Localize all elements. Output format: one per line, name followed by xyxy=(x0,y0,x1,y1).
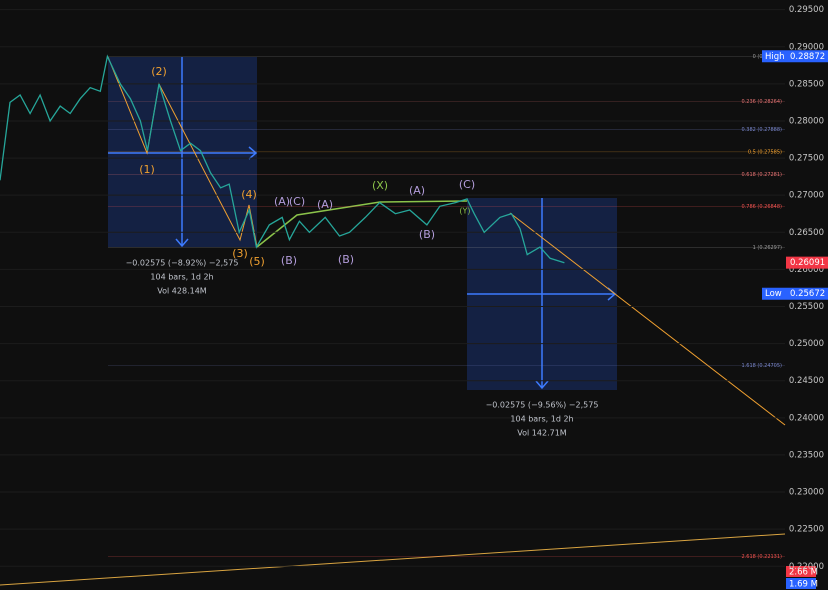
wave-label: (A) xyxy=(274,195,290,208)
grid xyxy=(0,9,785,567)
wave-label: (B) xyxy=(419,228,435,241)
wave-label: (B) xyxy=(281,254,297,267)
wave-label: (X) xyxy=(372,179,388,192)
y-tick-label: 0.29500 xyxy=(789,5,824,15)
y-tick-label: 0.27500 xyxy=(789,154,824,164)
y-tick-label: 0.24000 xyxy=(789,413,824,423)
price-badge xyxy=(762,50,828,63)
volume-badge-text: 1.69 M xyxy=(789,580,818,590)
volume-badge xyxy=(786,566,816,577)
wave-label: (4) xyxy=(241,188,257,201)
fib-label: 1.618 (0.24705) xyxy=(742,363,783,369)
y-tick-label: 0.26500 xyxy=(789,228,824,238)
measure-text: −0.02575 (−8.92%) −2,575 104 bars, 1d 2h… xyxy=(126,259,599,438)
volume-badge-text: 2.66 M xyxy=(789,568,818,578)
y-tick-label: 0.28500 xyxy=(789,79,824,89)
price-badge-label: Low xyxy=(765,289,782,299)
wave-label: (3) xyxy=(232,247,248,260)
price-badge-value: 0.28872 xyxy=(790,52,825,62)
wave-label: (C) xyxy=(459,178,475,191)
y-tick-label: 0.26000 xyxy=(789,265,824,275)
fib-label: 0.5 (0.27585) xyxy=(748,149,782,155)
fib-label: 2.618 (0.22131) xyxy=(742,554,783,560)
price-badge xyxy=(786,256,828,269)
y-tick-label: 0.22500 xyxy=(789,525,824,535)
price-badge-label: High xyxy=(765,52,785,62)
volume-badge xyxy=(786,578,816,589)
plot xyxy=(0,54,565,264)
price-badge-value: 0.25672 xyxy=(790,289,825,299)
wave-label: (C) xyxy=(289,195,305,208)
y-tick-label: 0.27000 xyxy=(789,191,824,201)
price-badge xyxy=(762,287,828,300)
wave-line xyxy=(256,200,468,248)
wave-label: (A) xyxy=(409,184,425,197)
shapes xyxy=(0,56,786,586)
wave-label: (Y) xyxy=(459,207,470,216)
price-badge-value: 0.26091 xyxy=(790,258,825,268)
trend-line xyxy=(0,533,786,586)
fib-label: 0.618 (0.27281) xyxy=(742,172,783,178)
y-tick-label: 0.29000 xyxy=(789,42,824,52)
y-tick-label: 0.22000 xyxy=(789,562,824,572)
fib-label: 0.786 (0.26848) xyxy=(742,204,783,210)
measure-text: Vol 428.14M xyxy=(157,287,207,296)
wave-label: (B) xyxy=(338,253,354,266)
y-tick-label: 0.24500 xyxy=(789,376,824,386)
fib-label: 0.236 (0.28264) xyxy=(742,99,783,105)
price-line xyxy=(0,54,565,264)
wave-label: (1) xyxy=(139,163,155,176)
wave-label: (5) xyxy=(249,255,265,268)
wave-label: (2) xyxy=(151,65,167,78)
fib-label: 1 (0.26297) xyxy=(753,245,782,251)
wave-labels: (2) (1) (4) (3) (5) (A) (C) (A) (B) (B) … xyxy=(139,65,475,268)
wave-label: (A) xyxy=(317,198,333,211)
measure-text: −0.02575 (−8.92%) −2,575 xyxy=(126,259,239,268)
y-tick-label: 0.23500 xyxy=(789,450,824,460)
fib-label: 0.382 (0.27888) xyxy=(742,127,783,133)
trend-line xyxy=(509,212,786,426)
measure-text: 104 bars, 1d 2h xyxy=(150,273,213,282)
y-tick-label: 0.25500 xyxy=(789,302,824,312)
y-tick-label: 0.28000 xyxy=(789,116,824,126)
y-tick-label: 0.25000 xyxy=(789,339,824,349)
measure-text: −0.02575 (−9.56%) −2,575 xyxy=(486,401,599,410)
arrow-head xyxy=(175,146,258,248)
measure-text: 104 bars, 1d 2h xyxy=(510,415,573,424)
measure-text: Vol 142.71M xyxy=(517,429,567,438)
y-tick-label: 0.23000 xyxy=(789,488,824,498)
